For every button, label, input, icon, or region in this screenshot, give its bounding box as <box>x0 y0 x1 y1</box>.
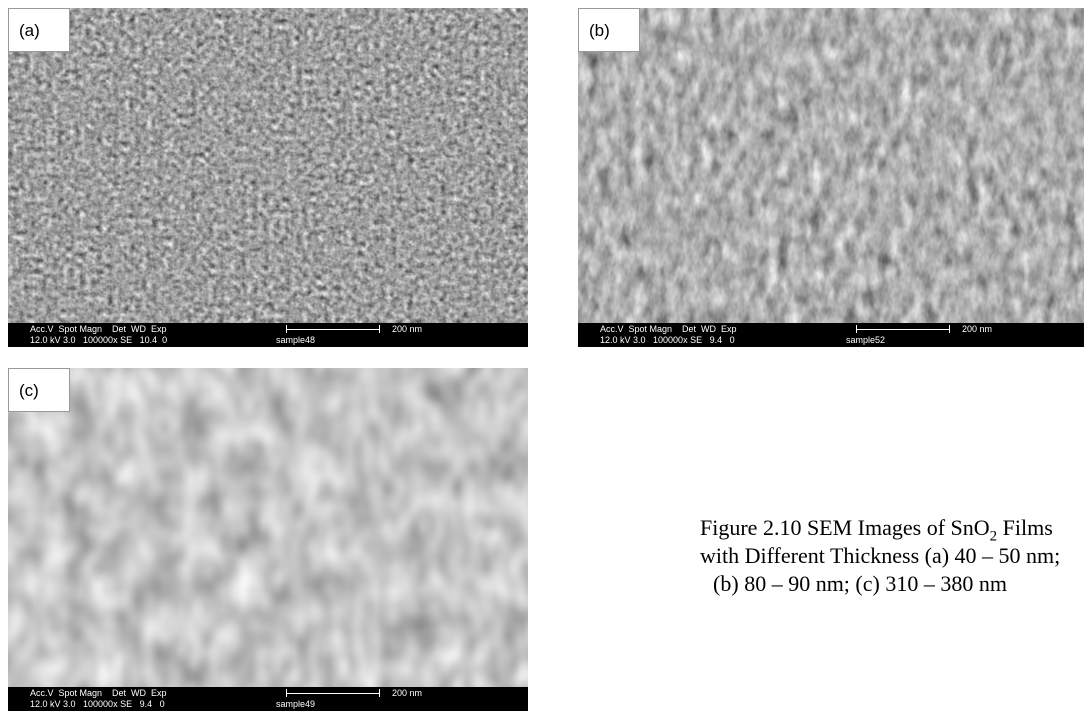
caption-text: Figure 2.10 SEM Images of SnO <box>700 515 990 540</box>
info-top: Acc.V Spot Magn Det WD Exp <box>30 688 167 698</box>
texture <box>578 8 1084 347</box>
caption-line: (b) 80 – 90 nm; (c) 310 – 380 nm <box>700 571 1020 597</box>
caption-text: Films <box>997 515 1053 540</box>
info-bottom: 12.0 kV 3.0 100000x SE 9.4 0 <box>30 699 165 709</box>
info-bottom: 12.0 kV 3.0 100000x SE 10.4 0 <box>30 335 167 345</box>
page: (a) Acc.V Spot Magn Det WD Exp12.0 kV 3.… <box>0 0 1084 711</box>
panel-label: (b) <box>578 8 640 52</box>
texture <box>8 8 528 347</box>
info-top: Acc.V Spot Magn Det WD Exp <box>30 324 167 334</box>
caption-line: with Different Thickness (a) 40 – 50 nm; <box>700 543 1020 569</box>
panel-label: (a) <box>8 8 70 52</box>
scale-bar <box>286 689 380 697</box>
scale-bar <box>856 325 950 333</box>
info-bottom: 12.0 kV 3.0 100000x SE 9.4 0 <box>600 335 735 345</box>
texture <box>8 368 528 711</box>
sample-text: sample48 <box>276 335 315 346</box>
caption-line: Figure 2.10 SEM Images of SnO2 Films <box>700 515 1020 545</box>
scale-text: 200 nm <box>962 324 992 335</box>
sample-text: sample49 <box>276 699 315 710</box>
sample-text: sample52 <box>846 335 885 346</box>
scale-text: 200 nm <box>392 324 422 335</box>
panel-label: (c) <box>8 368 70 412</box>
scale-bar <box>286 325 380 333</box>
info-top: Acc.V Spot Magn Det WD Exp <box>600 324 737 334</box>
scale-text: 200 nm <box>392 688 422 699</box>
